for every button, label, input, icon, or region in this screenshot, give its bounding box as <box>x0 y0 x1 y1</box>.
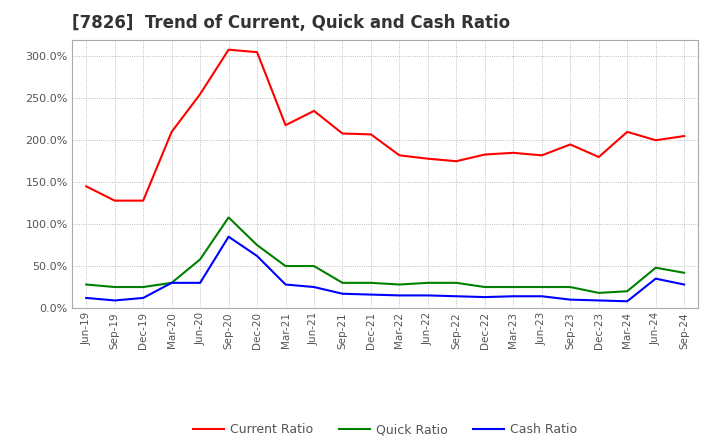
Quick Ratio <box>680 270 688 275</box>
Cash Ratio <box>310 284 318 290</box>
Cash Ratio <box>566 297 575 302</box>
Quick Ratio <box>82 282 91 287</box>
Quick Ratio <box>480 284 489 290</box>
Current Ratio <box>338 131 347 136</box>
Quick Ratio <box>395 282 404 287</box>
Current Ratio <box>423 156 432 161</box>
Current Ratio <box>395 153 404 158</box>
Line: Cash Ratio: Cash Ratio <box>86 237 684 301</box>
Current Ratio <box>366 132 375 137</box>
Current Ratio <box>196 92 204 97</box>
Quick Ratio <box>310 264 318 269</box>
Current Ratio <box>595 154 603 160</box>
Quick Ratio <box>623 289 631 294</box>
Current Ratio <box>225 47 233 52</box>
Quick Ratio <box>253 242 261 248</box>
Current Ratio <box>537 153 546 158</box>
Current Ratio <box>623 129 631 135</box>
Current Ratio <box>139 198 148 203</box>
Current Ratio <box>480 152 489 157</box>
Cash Ratio <box>282 282 290 287</box>
Cash Ratio <box>196 280 204 286</box>
Quick Ratio <box>196 257 204 262</box>
Quick Ratio <box>566 284 575 290</box>
Legend: Current Ratio, Quick Ratio, Cash Ratio: Current Ratio, Quick Ratio, Cash Ratio <box>188 418 582 440</box>
Current Ratio <box>509 150 518 155</box>
Cash Ratio <box>110 298 119 303</box>
Cash Ratio <box>452 293 461 299</box>
Quick Ratio <box>110 284 119 290</box>
Cash Ratio <box>395 293 404 298</box>
Cash Ratio <box>595 298 603 303</box>
Cash Ratio <box>139 295 148 301</box>
Current Ratio <box>82 184 91 189</box>
Cash Ratio <box>480 294 489 300</box>
Current Ratio <box>110 198 119 203</box>
Cash Ratio <box>82 295 91 301</box>
Cash Ratio <box>366 292 375 297</box>
Current Ratio <box>452 158 461 164</box>
Line: Current Ratio: Current Ratio <box>86 50 684 201</box>
Current Ratio <box>282 122 290 128</box>
Line: Quick Ratio: Quick Ratio <box>86 217 684 293</box>
Cash Ratio <box>338 291 347 297</box>
Quick Ratio <box>509 284 518 290</box>
Cash Ratio <box>680 282 688 287</box>
Quick Ratio <box>139 284 148 290</box>
Quick Ratio <box>167 280 176 286</box>
Quick Ratio <box>282 264 290 269</box>
Cash Ratio <box>225 234 233 239</box>
Current Ratio <box>253 50 261 55</box>
Quick Ratio <box>537 284 546 290</box>
Current Ratio <box>310 108 318 114</box>
Cash Ratio <box>167 280 176 286</box>
Current Ratio <box>680 133 688 139</box>
Text: [7826]  Trend of Current, Quick and Cash Ratio: [7826] Trend of Current, Quick and Cash … <box>72 15 510 33</box>
Quick Ratio <box>452 280 461 286</box>
Cash Ratio <box>652 276 660 281</box>
Cash Ratio <box>623 299 631 304</box>
Quick Ratio <box>423 280 432 286</box>
Quick Ratio <box>225 215 233 220</box>
Quick Ratio <box>652 265 660 270</box>
Cash Ratio <box>509 293 518 299</box>
Quick Ratio <box>595 290 603 296</box>
Cash Ratio <box>423 293 432 298</box>
Current Ratio <box>652 138 660 143</box>
Current Ratio <box>167 129 176 135</box>
Current Ratio <box>566 142 575 147</box>
Cash Ratio <box>253 253 261 259</box>
Quick Ratio <box>338 280 347 286</box>
Cash Ratio <box>537 293 546 299</box>
Quick Ratio <box>366 280 375 286</box>
